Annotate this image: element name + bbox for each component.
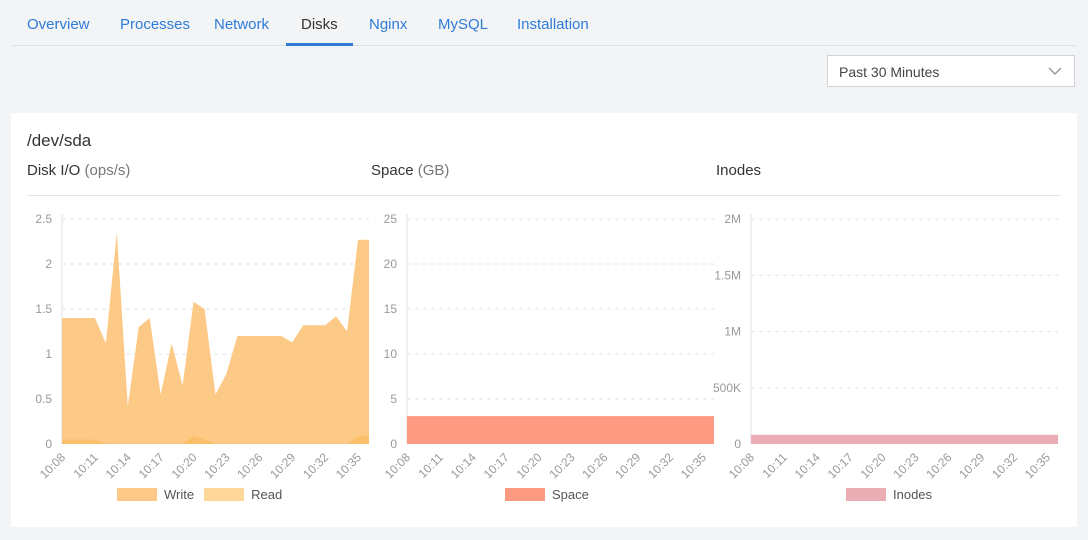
x-tick-label: 10:35 (333, 450, 364, 481)
tab-overview[interactable]: Overview (27, 16, 90, 33)
y-tick-label: 5 (390, 392, 397, 406)
y-tick-label: 2.5 (35, 212, 52, 226)
y-tick-label: 15 (384, 302, 398, 316)
y-tick-label: 1.5M (714, 268, 741, 282)
tab-processes[interactable]: Processes (120, 16, 191, 33)
x-tick-label: 10:17 (825, 450, 856, 481)
tab-bar (11, 0, 1077, 46)
y-tick-label: 2 (45, 257, 52, 271)
area-read (62, 435, 369, 444)
x-tick-label: 10:14 (792, 450, 823, 481)
legend-swatch-read (204, 488, 245, 501)
area-inodes (751, 434, 1058, 444)
x-tick-label: 10:20 (514, 450, 545, 481)
x-tick-label: 10:08 (726, 450, 757, 481)
chart-title-disk-io: Disk I/O (ops/s) (27, 162, 130, 179)
x-tick-label: 10:23 (546, 450, 577, 481)
x-tick-label: 10:20 (169, 450, 200, 481)
x-tick-label: 10:26 (579, 450, 610, 481)
legend-disk-io: Write Read (117, 487, 282, 502)
x-tick-label: 10:08 (37, 450, 68, 481)
chart-title-space: Space (GB) (371, 162, 449, 179)
legend-label-space: Space (552, 487, 589, 502)
y-tick-label: 10 (384, 347, 398, 361)
legend-label-read: Read (251, 487, 283, 502)
chart-unit: (ops/s) (84, 162, 131, 179)
legend-inodes: Inodes (846, 487, 932, 502)
device-name: /dev/sda (27, 131, 92, 150)
x-tick-label: 10:11 (760, 450, 791, 481)
y-tick-label: 2M (724, 212, 741, 226)
chart-title-text: Inodes (716, 162, 762, 179)
x-tick-label: 10:29 (956, 450, 987, 481)
legend-swatch-space (505, 488, 545, 501)
time-range-value: Past 30 Minutes (839, 64, 940, 80)
legend-label-inodes: Inodes (893, 487, 933, 502)
chart-title-inodes: Inodes (716, 162, 761, 179)
x-tick-label: 10:17 (481, 450, 512, 481)
active-tab-indicator (286, 43, 353, 46)
disk-card (11, 113, 1077, 527)
y-tick-label: 25 (384, 212, 398, 226)
y-tick-label: 0 (734, 437, 741, 451)
x-tick-label: 10:11 (71, 450, 102, 481)
y-tick-label: 0 (45, 437, 52, 451)
x-tick-label: 10:35 (678, 450, 709, 481)
legend-label-write: Write (164, 487, 195, 502)
legend-space: Space (505, 487, 589, 502)
y-tick-label: 1.5 (35, 302, 52, 316)
y-tick-label: 20 (384, 257, 398, 271)
area-space (407, 416, 714, 444)
x-tick-label: 10:32 (300, 450, 331, 481)
x-tick-label: 10:26 (234, 450, 265, 481)
y-tick-label: 1M (724, 325, 741, 339)
y-tick-label: 0.5 (35, 392, 52, 406)
tab-disks[interactable]: Disks (301, 16, 338, 33)
time-range-select[interactable]: Past 30 Minutes (827, 55, 1075, 87)
tab-mysql[interactable]: MySQL (438, 16, 489, 33)
x-tick-label: 10:26 (923, 450, 954, 481)
chevron-down-icon (1048, 67, 1062, 76)
x-tick-label: 10:11 (416, 450, 447, 481)
chart-title-text: Space (371, 162, 414, 179)
chart-title-text: Disk I/O (27, 162, 81, 179)
x-tick-label: 10:29 (267, 450, 298, 481)
x-tick-label: 10:23 (890, 450, 921, 481)
x-tick-label: 10:32 (989, 450, 1020, 481)
legend-swatch-inodes (846, 488, 886, 501)
x-tick-label: 10:08 (382, 450, 413, 481)
divider (27, 195, 1061, 196)
area-write (62, 232, 369, 444)
x-tick-label: 10:20 (858, 450, 889, 481)
tab-nginx[interactable]: Nginx (369, 16, 408, 33)
y-tick-label: 0 (390, 437, 397, 451)
chart-unit: (GB) (417, 162, 450, 179)
y-tick-label: 500K (713, 381, 741, 395)
tab-installation[interactable]: Installation (517, 16, 589, 33)
y-tick-label: 1 (45, 347, 52, 361)
legend-swatch-write (117, 488, 157, 501)
x-tick-label: 10:17 (136, 450, 167, 481)
x-tick-label: 10:23 (201, 450, 232, 481)
tab-network[interactable]: Network (214, 16, 270, 33)
x-tick-label: 10:14 (103, 450, 134, 481)
x-tick-label: 10:14 (448, 450, 479, 481)
x-tick-label: 10:32 (645, 450, 676, 481)
x-tick-label: 10:29 (612, 450, 643, 481)
x-tick-label: 10:35 (1022, 450, 1053, 481)
